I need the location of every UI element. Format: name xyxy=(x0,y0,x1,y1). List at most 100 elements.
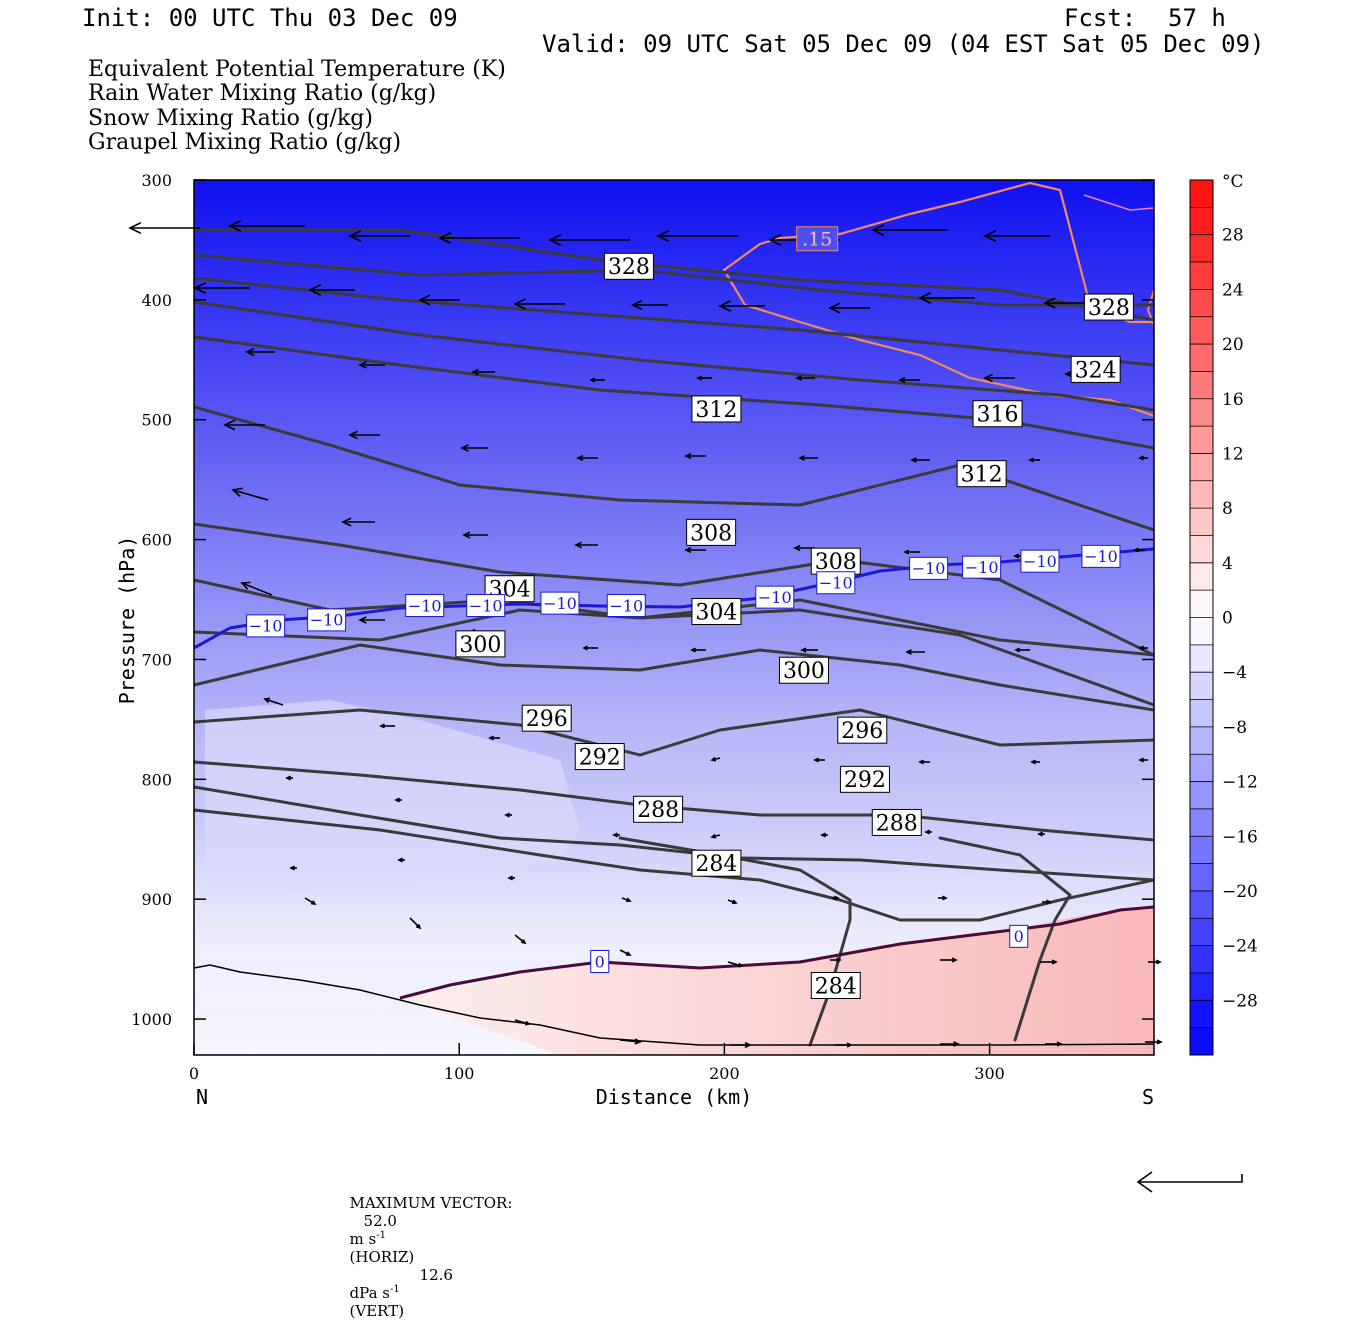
wind-vector-head xyxy=(625,897,632,903)
isotherm-label-box xyxy=(606,594,646,618)
theta-e-label: 300 xyxy=(459,633,501,658)
colorbar-segment xyxy=(1190,836,1213,865)
colorbar-tick-label: 4 xyxy=(1222,554,1233,574)
max-vector-label: MAXIMUM VECTOR: xyxy=(349,1194,513,1212)
theta-e-label-box xyxy=(972,400,1023,428)
x-axis: 0 100 200 300 xyxy=(189,1043,1005,1083)
theta-e-label-box xyxy=(686,518,737,546)
colorbar-segment xyxy=(1190,316,1213,345)
horiz-unit: m s xyxy=(349,1230,377,1248)
wind-vector-head xyxy=(438,232,452,244)
wind-vector-head xyxy=(310,900,317,905)
isotherm-label: −10 xyxy=(408,596,442,615)
isotherm-label: −10 xyxy=(249,617,283,636)
theta-e-label: 300 xyxy=(783,659,825,684)
wind-vector-head xyxy=(918,292,932,304)
theta-e-label-box xyxy=(956,460,1007,488)
wind-vector-head xyxy=(1043,297,1056,309)
wind-vector-head xyxy=(924,829,930,835)
wind-vector-head xyxy=(1138,645,1144,651)
y-tick-label: 600 xyxy=(141,531,172,550)
theta-e-label: 308 xyxy=(815,550,857,575)
isotherm-label-box xyxy=(1009,924,1029,948)
theta-e-label: 308 xyxy=(690,521,732,546)
colorbar-tick-label: −16 xyxy=(1222,827,1258,847)
snow-label-box xyxy=(796,226,839,252)
vert-tag: (VERT) xyxy=(349,1302,405,1320)
colorbar-segment xyxy=(1190,480,1213,509)
isotherm-label: −10 xyxy=(758,588,792,607)
theta-e-label-box xyxy=(574,743,625,771)
wind-vector-shaft xyxy=(232,489,269,501)
wind-vector-head xyxy=(983,373,993,383)
y-tick-label: 1000 xyxy=(131,1010,172,1029)
isotherm-label: −10 xyxy=(965,558,999,577)
colorbar-tick-label: −8 xyxy=(1222,718,1247,738)
colorbar-frame xyxy=(1189,179,1214,1056)
theta-e-contour xyxy=(194,522,1154,657)
terrain-line xyxy=(193,964,1155,1046)
wind-vector-head xyxy=(953,1041,960,1047)
colorbar-segment xyxy=(1190,180,1213,208)
wind-vector-head xyxy=(418,294,431,306)
isotherm-label: 0 xyxy=(1014,927,1024,946)
colorbar-segment xyxy=(1190,262,1213,290)
colorbar-unit: °C xyxy=(1222,172,1244,192)
wind-vector-head xyxy=(379,723,385,729)
graupel-contour xyxy=(1083,194,1154,211)
wind-vector-head xyxy=(800,647,807,653)
theta-e-contour xyxy=(194,253,1154,307)
colorbar-segment xyxy=(1190,562,1213,591)
theta-e-label-box xyxy=(810,547,861,575)
vert-value: 12.6 xyxy=(419,1266,453,1284)
theta-e-contour xyxy=(194,276,1154,367)
wind-vector-shaft xyxy=(619,949,631,956)
wind-vector-shaft xyxy=(727,961,743,967)
wind-vector-head xyxy=(1013,553,1020,559)
colorbar-segment xyxy=(1190,426,1213,454)
reference-vector-arrow xyxy=(1136,1171,1243,1193)
wind-vector-head xyxy=(341,517,352,527)
isotherm-label: −10 xyxy=(819,573,853,592)
isotherm-label: −10 xyxy=(609,596,643,615)
wind-vector-shaft xyxy=(514,934,526,944)
colorbar-tick-label: 24 xyxy=(1222,280,1244,300)
valid-time: Valid: 09 UTC Sat 05 Dec 09 (04 EST Sat … xyxy=(542,30,1265,58)
theta-e-contour xyxy=(194,785,1154,882)
theta-e-contour xyxy=(194,708,1154,757)
colorbar-segment xyxy=(1190,672,1213,701)
theta-e-label-box xyxy=(633,795,684,823)
isotherm-label: −10 xyxy=(469,596,503,615)
theta-e-contour xyxy=(938,836,1072,1042)
theta-e-label-box xyxy=(778,656,829,684)
plot-frame xyxy=(193,179,1155,1056)
wind-vector-head xyxy=(348,430,358,440)
colorbar-segment xyxy=(1190,1000,1213,1029)
x-end-label-right: S xyxy=(1142,1085,1154,1109)
theta-e-label-box xyxy=(1083,293,1134,321)
isotherm-label-box xyxy=(755,585,795,609)
wind-vector-head xyxy=(1156,1039,1163,1045)
theta-e-label: 284 xyxy=(695,852,737,877)
wind-vector-head xyxy=(820,832,826,838)
theta-e-label: 292 xyxy=(844,768,886,793)
init-time: Init: 00 UTC Thu 03 Dec 09 xyxy=(82,4,458,32)
wind-vector-head xyxy=(504,812,510,818)
theta-e-label-box xyxy=(521,704,572,732)
colorbar-segment xyxy=(1190,644,1213,673)
theta-e-contour xyxy=(194,808,1154,922)
y-tick-label: 900 xyxy=(141,890,172,909)
wind-vector-head xyxy=(836,957,842,963)
wind-vector-head xyxy=(918,759,924,765)
colorbar-tick-label: 20 xyxy=(1222,335,1244,355)
wind-vector-shaft xyxy=(304,897,316,905)
theta-e-label: 304 xyxy=(695,600,737,625)
wind-vector-head xyxy=(656,230,670,242)
theta-e-label-box xyxy=(871,808,922,836)
isotherm-label-box xyxy=(1020,549,1060,573)
snow-labels: .15 xyxy=(796,226,839,252)
wind-vector-head xyxy=(846,1042,853,1048)
wind-vector-head xyxy=(1133,547,1139,553)
colorbar-tick-label: −20 xyxy=(1222,882,1258,902)
wind-vector-head xyxy=(612,832,618,838)
